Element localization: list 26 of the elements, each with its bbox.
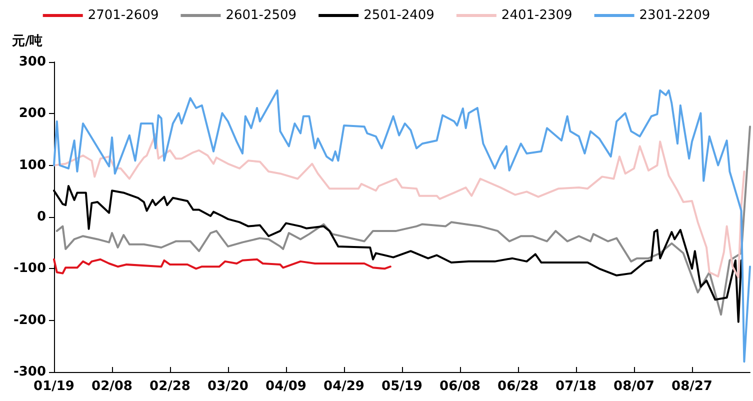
x-tick-label: 06/28: [498, 379, 538, 394]
x-tick-label: 04/09: [266, 379, 306, 394]
y-tick-label: 200: [18, 106, 46, 122]
y-tick-label: -100: [13, 261, 46, 276]
line-series: [53, 258, 392, 274]
legend-label: 2301-2209: [639, 8, 710, 23]
y-tick-label: -200: [13, 312, 46, 328]
y-tick-label: -300: [13, 364, 46, 380]
y-axis-title: 元/吨: [11, 34, 43, 49]
x-tick-label: 03/20: [208, 379, 248, 394]
legend-label: 2401-2309: [501, 8, 572, 23]
x-tick-label: 02/08: [92, 379, 132, 394]
x-tick-label: 08/07: [614, 379, 654, 394]
y-tick-label: 300: [18, 54, 46, 70]
y-tick-label: 0: [36, 210, 46, 224]
x-tick-label: 07/18: [556, 379, 596, 394]
x-tick-label: 04/29: [324, 379, 364, 394]
x-tick-label: 08/27: [672, 379, 712, 394]
legend-label: 2501-2409: [364, 8, 434, 23]
x-tick-label: 01/19: [34, 379, 74, 394]
x-tick-label: 02/28: [150, 379, 190, 394]
legend-label: 2601-2509: [226, 8, 297, 23]
legend-label: 2701-2609: [88, 8, 159, 23]
y-tick-label: 100: [18, 158, 46, 173]
x-tick-label: 05/19: [382, 379, 422, 394]
x-tick-label: 06/08: [440, 379, 480, 394]
